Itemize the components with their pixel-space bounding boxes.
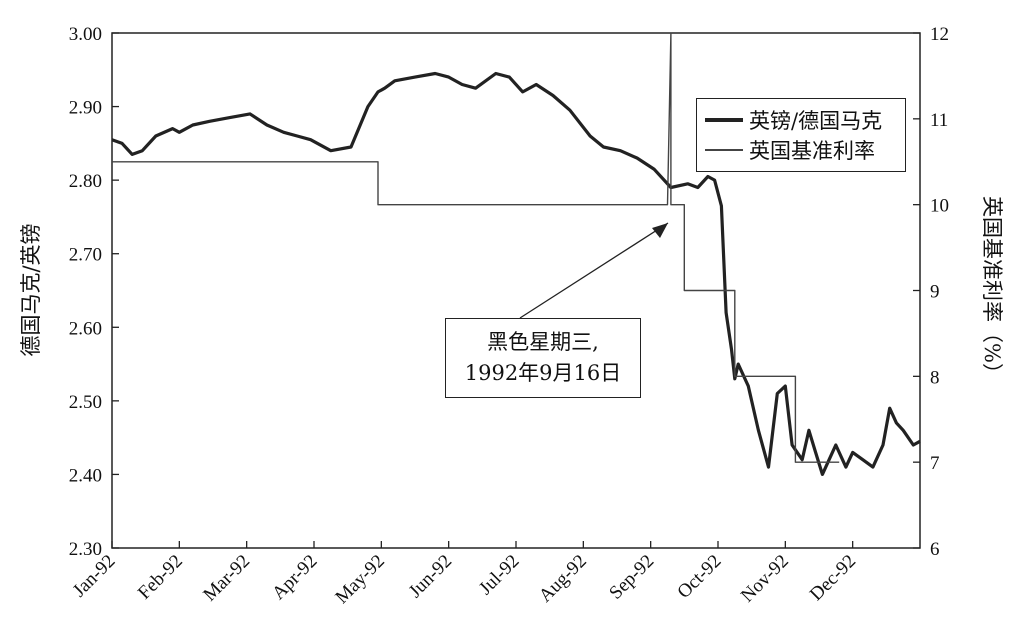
y-left-tick-label: 3.00	[69, 24, 102, 45]
y-left-tick-label: 2.90	[69, 98, 102, 119]
y-left-tick-label: 2.30	[69, 539, 102, 560]
y-left-tick-label: 2.70	[69, 245, 102, 266]
x-tick-label: Sep-92	[605, 551, 658, 604]
y-right-tick-label: 9	[930, 282, 940, 303]
legend: 英镑/德国马克 英国基准利率	[696, 98, 906, 172]
x-tick-label: Dec-92	[806, 551, 860, 605]
x-tick-label: Nov-92	[737, 551, 793, 607]
annotation-box: 黑色星期三, 1992年9月16日	[445, 318, 641, 398]
x-tick-label: Jul-92	[475, 551, 523, 599]
legend-swatch-uk-rate	[705, 149, 743, 151]
x-tick-label: Oct-92	[673, 551, 725, 603]
legend-label-gbp-dem: 英镑/德国马克	[749, 109, 883, 133]
y-right-tick-label: 12	[930, 24, 949, 45]
legend-label-uk-rate: 英国基准利率	[749, 139, 875, 163]
annotation-line-2: 1992年9月16日	[464, 361, 622, 385]
y-right-tick-label: 11	[930, 110, 948, 131]
y-left-tick-label: 2.60	[69, 318, 102, 339]
legend-item-gbp-dem: 英镑/德国马克	[705, 107, 882, 133]
y-axis-right-label: 英国基准利率（%）	[980, 196, 1004, 384]
y-right-tick-label: 7	[930, 453, 940, 474]
x-tick-label: Jun-92	[405, 551, 456, 602]
y-right-tick-label: 10	[930, 196, 949, 217]
series-line-gbp-dem	[111, 71, 921, 476]
x-tick-label: Feb-92	[134, 551, 187, 604]
annotation-line-1: 黑色星期三,	[487, 330, 599, 354]
y-left-tick-label: 2.40	[69, 465, 102, 486]
y-right-tick-label: 6	[930, 539, 940, 560]
legend-item-uk-rate: 英国基准利率	[705, 137, 875, 163]
annotation-arrow	[519, 222, 669, 319]
legend-swatch-gbp-dem	[705, 118, 743, 122]
y-axis-left-label: 德国马克/英镑	[19, 223, 43, 357]
x-tick-label: Aug-92	[535, 551, 591, 607]
annotation-arrowhead	[652, 223, 668, 238]
series-line-uk-rate	[112, 32, 840, 463]
y-left-tick-label: 2.80	[69, 171, 102, 192]
y-left-tick-label: 2.50	[69, 392, 102, 413]
x-tick-label: Mar-92	[199, 551, 254, 606]
x-tick-label: Apr-92	[268, 551, 321, 604]
y-right-tick-label: 8	[930, 367, 940, 388]
x-tick-label: May-92	[331, 551, 388, 608]
